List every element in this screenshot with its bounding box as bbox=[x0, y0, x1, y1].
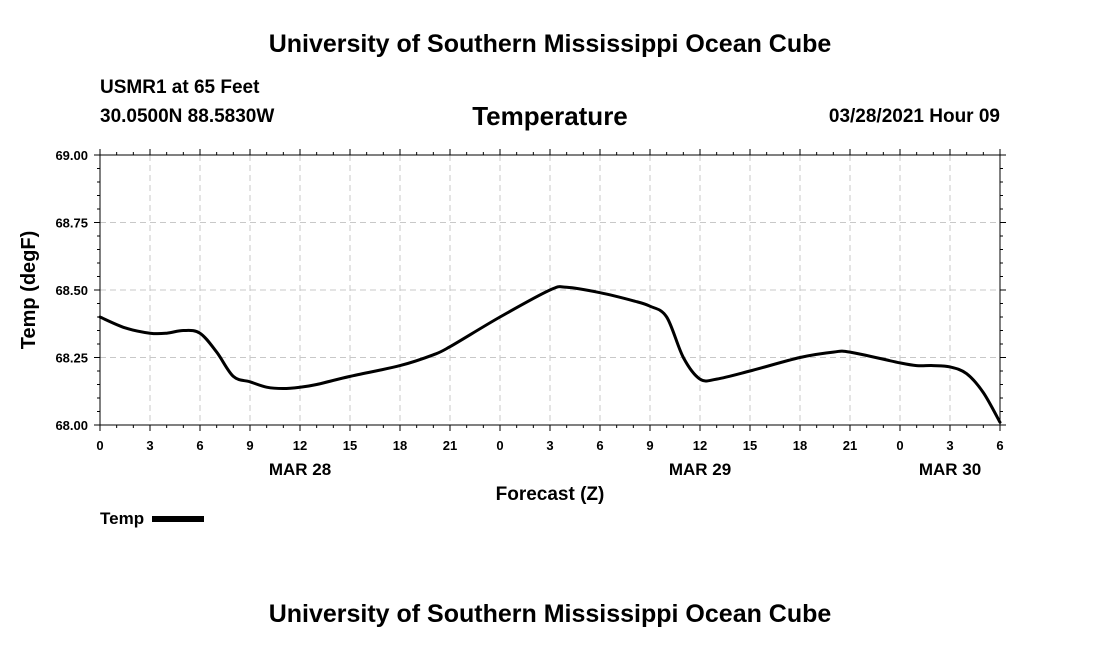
x-tick-label: 15 bbox=[343, 438, 357, 453]
date-label: MAR 30 bbox=[919, 460, 981, 479]
page-title-bottom: University of Southern Mississippi Ocean… bbox=[268, 600, 832, 628]
y-tick-label: 69.00 bbox=[55, 148, 88, 163]
x-tick-label: 18 bbox=[393, 438, 407, 453]
series-layer bbox=[98, 285, 1002, 424]
page-title-top: University of Southern Mississippi Ocean… bbox=[268, 30, 832, 58]
x-tick-label: 6 bbox=[996, 438, 1003, 453]
x-tick-label: 0 bbox=[96, 438, 103, 453]
y-tick-label: 68.50 bbox=[55, 283, 88, 298]
x-axis-label: Forecast (Z) bbox=[496, 484, 605, 505]
x-tick-label: 6 bbox=[196, 438, 203, 453]
x-tick-label: 12 bbox=[693, 438, 707, 453]
legend-label: Temp bbox=[100, 509, 145, 528]
legend-line-swatch bbox=[152, 516, 205, 522]
date-label: MAR 29 bbox=[669, 460, 731, 479]
forecast-timestamp: 03/28/2021 Hour 09 bbox=[828, 106, 1000, 127]
legend: Temp bbox=[100, 509, 205, 529]
chart-title: Temperature bbox=[472, 101, 628, 131]
x-tick-label: 6 bbox=[596, 438, 603, 453]
x-tick-label: 3 bbox=[546, 438, 553, 453]
x-tick-label: 9 bbox=[646, 438, 653, 453]
ticks-layer: 68.00 68.25 68.50 68.75 69.00 0 3 6 9 12 15 18 21 0 3 6… bbox=[55, 148, 1006, 479]
x-tick-label: 21 bbox=[443, 438, 457, 453]
date-label: MAR 28 bbox=[269, 460, 331, 479]
x-tick-label: 18 bbox=[793, 438, 807, 453]
y-tick-label: 68.75 bbox=[55, 216, 88, 231]
x-tick-label: 12 bbox=[293, 438, 307, 453]
station-label: USMR1 at 65 Feet bbox=[100, 77, 260, 98]
x-tick-label: 3 bbox=[146, 438, 153, 453]
x-tick-label: 3 bbox=[946, 438, 953, 453]
y-tick-label: 68.25 bbox=[55, 351, 88, 366]
x-tick-label: 9 bbox=[246, 438, 253, 453]
y-axis-label: Temp (degF) bbox=[18, 231, 40, 350]
x-tick-label: 0 bbox=[496, 438, 503, 453]
coordinates-label: 30.0500N 88.5830W bbox=[100, 106, 275, 127]
x-tick-label: 15 bbox=[743, 438, 757, 453]
series-line-temp bbox=[98, 285, 1002, 424]
x-tick-label: 0 bbox=[896, 438, 903, 453]
x-tick-label: 21 bbox=[843, 438, 857, 453]
y-tick-label: 68.00 bbox=[55, 418, 88, 433]
